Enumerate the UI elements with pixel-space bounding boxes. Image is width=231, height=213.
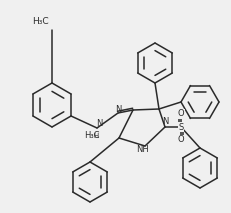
Text: N: N: [95, 119, 102, 128]
Text: S: S: [178, 122, 183, 131]
Text: H: H: [93, 133, 98, 139]
Text: H₃C: H₃C: [32, 17, 49, 26]
Text: N: N: [114, 105, 121, 114]
Text: NH: NH: [136, 145, 149, 154]
Text: O: O: [177, 109, 183, 118]
Text: O: O: [177, 135, 183, 144]
Text: N: N: [161, 118, 167, 127]
Text: H₃C: H₃C: [84, 131, 100, 141]
